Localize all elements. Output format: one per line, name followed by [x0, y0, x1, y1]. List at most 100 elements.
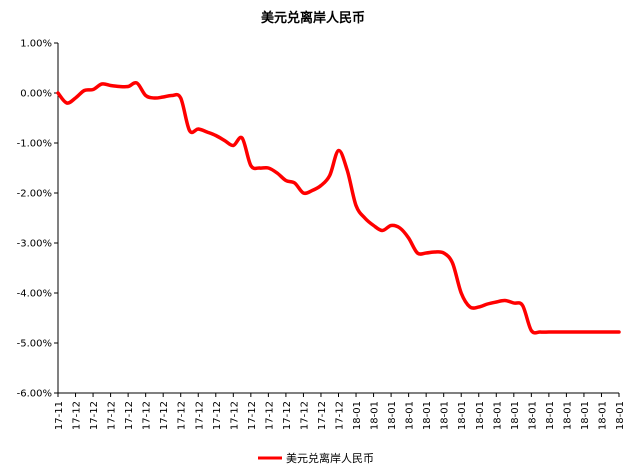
x-tick-label: 17-12: [335, 401, 346, 430]
data-point: [452, 262, 453, 263]
data-point: [443, 252, 444, 253]
x-tick-label: 18-01: [457, 401, 468, 430]
x-tick-label: 18-01: [475, 401, 486, 430]
x-tick-label: 18-01: [352, 401, 363, 430]
x-tick-label: 17-12: [142, 401, 153, 430]
data-point: [469, 306, 470, 307]
legend-label: 美元兑离岸人民币: [286, 451, 374, 465]
y-tick-label: -3.00%: [17, 239, 52, 250]
data-point: [198, 128, 199, 129]
x-tick-label: 17-12: [124, 401, 135, 430]
x-tick-label: 18-01: [387, 401, 398, 430]
data-point: [128, 86, 129, 87]
x-tick-label: 17-12: [159, 401, 170, 430]
data-point: [171, 95, 172, 96]
data-point: [583, 331, 584, 332]
data-point: [154, 97, 155, 98]
data-point: [434, 251, 435, 252]
data-point: [259, 167, 260, 168]
data-point: [373, 225, 374, 226]
x-tick-label: 17-12: [107, 401, 118, 430]
data-point: [399, 227, 400, 228]
x-tick-label: 17-12: [194, 401, 205, 430]
y-tick-label: -4.00%: [17, 289, 52, 300]
data-point: [496, 301, 497, 302]
data-point: [101, 83, 102, 84]
data-point: [531, 330, 532, 331]
x-axis: 17-11 17-12 17-12 17-12 17-12 17-12 17-12 17-12…: [54, 392, 626, 430]
data-point: [461, 292, 462, 293]
data-point: [189, 130, 190, 131]
x-tick-label: 18-01: [492, 401, 503, 430]
data-point: [110, 85, 111, 86]
data-point: [93, 89, 94, 90]
data-point: [478, 306, 479, 307]
y-tick-label: -6.00%: [17, 389, 52, 400]
data-point: [119, 86, 120, 87]
data-point: [75, 97, 76, 98]
y-tick-label: 0.00%: [20, 89, 52, 100]
legend: 美元兑离岸人民币: [258, 451, 374, 465]
x-tick-label: 17-12: [282, 401, 293, 430]
data-point: [285, 180, 286, 181]
data-point: [233, 145, 234, 146]
x-tick-label: 17-12: [264, 401, 275, 430]
data-point: [618, 331, 619, 332]
data-point: [355, 205, 356, 206]
data-point: [277, 172, 278, 173]
data-point: [84, 90, 85, 91]
x-tick-label: 17-12: [299, 401, 310, 430]
x-tick-label: 18-01: [615, 401, 626, 430]
data-point: [592, 331, 593, 332]
x-tick-label: 18-01: [527, 401, 538, 430]
x-tick-label: 17-12: [89, 401, 100, 430]
data-point: [180, 97, 181, 98]
data-point: [163, 96, 164, 97]
y-tick-label: -1.00%: [17, 139, 52, 150]
x-tick-label: 18-01: [597, 401, 608, 430]
data-point: [417, 252, 418, 253]
y-tick-label: -5.00%: [17, 339, 52, 350]
data-point: [338, 150, 339, 151]
data-point: [57, 92, 58, 93]
series-line: [56, 80, 621, 335]
data-point: [242, 137, 243, 138]
data-point: [224, 140, 225, 141]
y-tick-label: -2.00%: [17, 189, 52, 200]
chart-title: 美元兑离岸人民币: [261, 10, 365, 26]
data-point: [504, 300, 505, 301]
data-point: [382, 230, 383, 231]
y-tick-label: 1.00%: [20, 39, 52, 50]
data-point: [513, 302, 514, 303]
data-point: [268, 167, 269, 168]
data-point: [408, 237, 409, 238]
x-tick-label: 18-01: [545, 401, 556, 430]
data-point: [522, 305, 523, 306]
data-point: [145, 95, 146, 96]
x-tick-label: 17-12: [247, 401, 258, 430]
data-point: [426, 252, 427, 253]
data-point: [66, 102, 67, 103]
x-tick-label: 17-12: [317, 401, 328, 430]
series-layer: [56, 80, 621, 335]
data-point: [557, 331, 558, 332]
data-point: [391, 225, 392, 226]
data-point: [250, 165, 251, 166]
data-point: [610, 331, 611, 332]
data-point: [136, 82, 137, 83]
data-point: [601, 331, 602, 332]
data-point: [215, 135, 216, 136]
x-tick-label: 17-12: [229, 401, 240, 430]
x-tick-label: 17-12: [177, 401, 188, 430]
x-tick-label: 18-01: [370, 401, 381, 430]
data-point: [312, 190, 313, 191]
x-tick-label: 17-11: [54, 401, 65, 430]
x-tick-label: 18-01: [405, 401, 416, 430]
x-tick-label: 18-01: [510, 401, 521, 430]
data-point: [206, 131, 207, 132]
data-point: [364, 217, 365, 218]
x-tick-label: 18-01: [422, 401, 433, 430]
data-point: [347, 170, 348, 171]
data-point: [303, 192, 304, 193]
